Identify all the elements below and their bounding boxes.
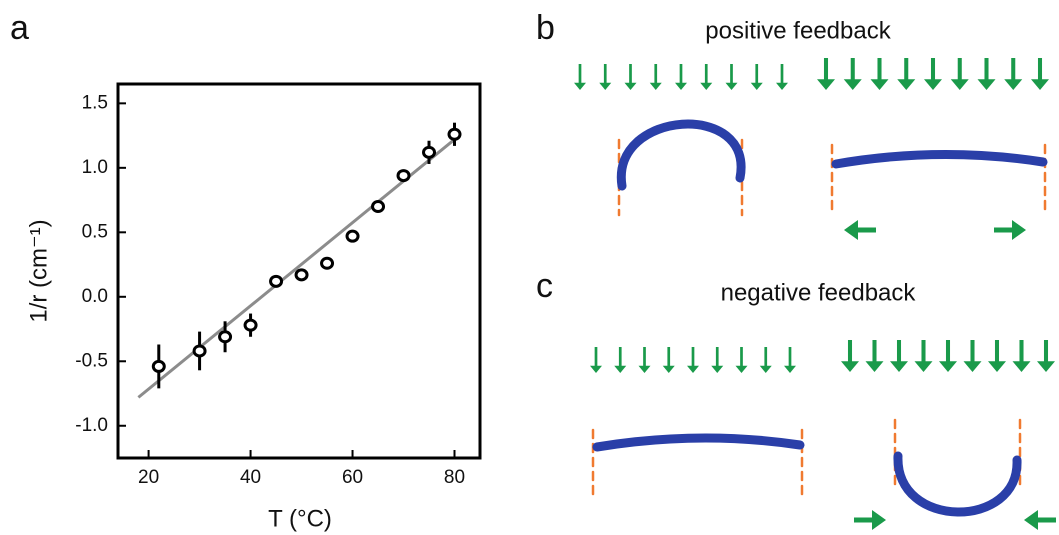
data-point bbox=[345, 229, 360, 243]
diagram bbox=[591, 119, 1048, 517]
fit-line bbox=[137, 138, 456, 399]
force-arrow-head bbox=[624, 82, 637, 90]
y-tick-label: 1.5 bbox=[82, 92, 108, 113]
data-point bbox=[269, 274, 284, 288]
panel-label: a bbox=[10, 9, 29, 47]
arrows bbox=[574, 58, 1056, 530]
force-arrow-head bbox=[700, 82, 713, 90]
force-arrow-head bbox=[662, 365, 675, 373]
data-point bbox=[371, 200, 386, 214]
force-arrow-head bbox=[963, 361, 982, 372]
force-arrow-head bbox=[939, 361, 957, 372]
x-tick-label: 40 bbox=[240, 467, 261, 488]
force-arrow-head bbox=[614, 365, 627, 373]
force-arrow-head bbox=[988, 361, 1006, 372]
plot: 20 40 60 80 1.5 1.0 0.5 0.0 -0.5 -1.0 bbox=[75, 82, 482, 488]
force-arrow-head bbox=[844, 220, 858, 240]
force-arrow-head bbox=[1012, 220, 1026, 240]
x-tick-label: 80 bbox=[444, 467, 465, 488]
force-arrow-head bbox=[817, 79, 835, 90]
force-arrow-head bbox=[977, 79, 996, 90]
y-tick-label: -1.0 bbox=[75, 415, 108, 436]
force-arrow-head bbox=[1012, 361, 1031, 372]
panel-title: negative feedback bbox=[721, 279, 917, 306]
force-arrow-head bbox=[675, 82, 687, 90]
data-point bbox=[447, 127, 462, 141]
force-arrow-head bbox=[574, 82, 586, 90]
force-arrow-head bbox=[897, 79, 916, 90]
force-arrow-head bbox=[1037, 361, 1055, 372]
panel-title: positive feedback bbox=[705, 17, 891, 44]
x-axis-label: T (°C) bbox=[268, 505, 332, 532]
y-tick-label: 0.5 bbox=[82, 221, 108, 242]
data-point bbox=[151, 359, 166, 373]
force-arrow-head bbox=[1031, 79, 1049, 90]
force-arrow-head bbox=[735, 365, 748, 373]
force-arrow-head bbox=[649, 82, 662, 90]
panel-label: c bbox=[536, 267, 553, 305]
force-arrow-head bbox=[687, 365, 699, 373]
data-point bbox=[422, 145, 437, 159]
data-point bbox=[396, 169, 411, 183]
x-tick-label: 20 bbox=[138, 467, 159, 488]
force-arrow-head bbox=[950, 79, 969, 90]
data-point bbox=[243, 318, 258, 332]
force-arrow-head bbox=[865, 361, 884, 372]
force-arrow-head bbox=[1004, 79, 1023, 90]
force-arrow-head bbox=[914, 361, 933, 372]
y-tick-label: 0.0 bbox=[82, 286, 108, 307]
x-tick-label: 60 bbox=[342, 467, 363, 488]
force-arrow-head bbox=[725, 82, 738, 90]
panel-label: b bbox=[536, 9, 555, 47]
force-arrow-head bbox=[870, 79, 889, 90]
data-point bbox=[218, 330, 233, 344]
force-arrow-head bbox=[759, 365, 772, 373]
force-arrow-head bbox=[784, 365, 796, 373]
force-arrow-head bbox=[841, 361, 859, 372]
force-arrow-head bbox=[890, 361, 908, 372]
y-axis-label: 1/r (cm⁻¹) bbox=[25, 219, 52, 322]
y-tick-label: -0.5 bbox=[75, 350, 108, 371]
boundary bbox=[591, 138, 1047, 502]
data-point bbox=[320, 256, 335, 270]
force-arrow-head bbox=[599, 82, 612, 90]
data-point bbox=[294, 268, 309, 282]
force-arrow-head bbox=[924, 79, 942, 90]
data-point bbox=[192, 344, 207, 358]
force-arrow-head bbox=[590, 365, 602, 373]
force-arrow-head bbox=[711, 365, 724, 373]
y-tick-label: 1.0 bbox=[82, 157, 108, 178]
force-arrow-head bbox=[750, 82, 763, 90]
force-arrow-head bbox=[776, 82, 788, 90]
force-arrow-head bbox=[1024, 510, 1038, 530]
force-arrow-head bbox=[638, 365, 651, 373]
sheet bbox=[592, 119, 1048, 517]
plot-frame bbox=[116, 82, 482, 460]
force-arrow-head bbox=[843, 79, 862, 90]
force-arrow-head bbox=[872, 510, 886, 530]
